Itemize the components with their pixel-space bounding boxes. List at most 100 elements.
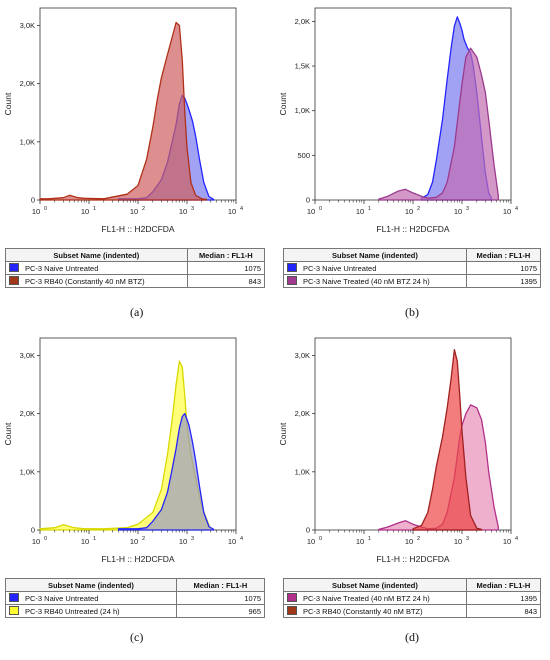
x-tick-exponent: 2 — [417, 206, 420, 212]
subset-name: PC-3 RB40 (Constantly 40 nM BTZ) — [303, 607, 423, 616]
subset-name: PC-3 Naive Treated (40 nM BTZ 24 h) — [303, 277, 430, 286]
legend-swatch — [9, 593, 19, 602]
x-tick-exponent: 0 — [319, 206, 322, 212]
x-tick-exponent: 1 — [93, 536, 96, 542]
table-row: PC-3 Naive Untreated 1075 — [5, 261, 266, 275]
subset-name: PC-3 Naive Treated (40 nM BTZ 24 h) — [303, 594, 430, 603]
x-axis-label: FL1-H :: H2DCFDA — [101, 224, 175, 234]
table-header-subset: Subset Name (indented) — [5, 578, 177, 592]
legend-swatch — [9, 276, 19, 285]
legend-swatch — [9, 263, 19, 272]
y-tick-label: 3,0K — [295, 351, 310, 360]
subset-name: PC-3 RB40 (Constantly 40 nM BTZ) — [25, 277, 145, 286]
table-header-subset: Subset Name (indented) — [283, 578, 467, 592]
median-value: 1395 — [465, 274, 542, 288]
y-tick-label: 500 — [297, 151, 310, 160]
x-tick-label: 10 — [356, 207, 364, 216]
y-tick-label: 0 — [31, 526, 35, 535]
histogram-series-2 — [39, 21, 208, 201]
x-tick-label: 10 — [32, 537, 40, 546]
x-tick-exponent: 2 — [142, 536, 145, 542]
y-axis-label: Count — [3, 422, 13, 445]
x-tick-label: 10 — [307, 537, 315, 546]
median-value: 965 — [175, 604, 266, 618]
y-tick-label: 0 — [306, 526, 310, 535]
table-header-median: Median : FL1-H — [186, 248, 266, 262]
x-tick-exponent: 2 — [142, 206, 145, 212]
table-header-subset: Subset Name (indented) — [283, 248, 467, 262]
x-tick-label: 10 — [503, 207, 511, 216]
x-axis-label: FL1-H :: H2DCFDA — [101, 554, 175, 564]
y-tick-label: 0 — [306, 196, 310, 205]
y-tick-label: 1,0K — [20, 137, 35, 146]
table-header-median: Median : FL1-H — [465, 578, 542, 592]
subset-name: PC-3 Naive Untreated — [25, 594, 99, 603]
subset-name: PC-3 Naive Untreated — [25, 264, 99, 273]
stats-table-b: Subset Name (indented) Median : FL1-H PC… — [283, 248, 542, 288]
x-tick-exponent: 2 — [417, 536, 420, 542]
subset-name: PC-3 Naive Untreated — [303, 264, 377, 273]
legend-swatch — [287, 606, 297, 615]
table-row: PC-3 RB40 (Constantly 40 nM BTZ) 843 — [5, 274, 266, 288]
x-tick-exponent: 3 — [466, 536, 469, 542]
y-tick-label: 2,0K — [20, 409, 35, 418]
panel-label-b: (b) — [405, 305, 419, 319]
panel-a: 0 1,0K 2,0K 3,0K 10 0 10 1 10 2 10 3 10 4 FL1-H :: H2D… — [0, 0, 275, 330]
x-tick-label: 10 — [32, 207, 40, 216]
median-value: 1075 — [175, 591, 266, 605]
y-axis-label: Count — [3, 92, 13, 115]
y-tick-label: 2,0K — [295, 409, 310, 418]
y-tick-label: 2,0K — [20, 79, 35, 88]
x-tick-label: 10 — [405, 207, 413, 216]
stats-table-c: Subset Name (indented) Median : FL1-H PC… — [5, 578, 266, 618]
legend-swatch — [287, 263, 297, 272]
x-tick-label: 10 — [307, 207, 315, 216]
x-tick-label: 10 — [81, 207, 89, 216]
x-tick-label: 10 — [130, 537, 138, 546]
histogram-series-2 — [412, 348, 483, 531]
plot-frame — [39, 337, 237, 531]
panel-label-d: (d) — [405, 630, 419, 644]
x-axis-label: FL1-H :: H2DCFDA — [376, 224, 450, 234]
y-axis-label: Count — [278, 92, 288, 115]
x-tick-exponent: 4 — [515, 206, 518, 212]
y-tick-label: 3,0K — [20, 21, 35, 30]
table-row: PC-3 Naive Untreated 1075 — [5, 591, 266, 605]
x-tick-exponent: 3 — [191, 536, 194, 542]
table-row: PC-3 RB40 Untreated (24 h) 965 — [5, 604, 266, 618]
panel-c: 0 1,0K 2,0K 3,0K 10 0 10 1 10 2 10 3 10 4 FL1-H :: H2D… — [0, 330, 275, 660]
x-tick-label: 10 — [179, 207, 187, 216]
table-row: PC-3 Naive Treated (40 nM BTZ 24 h) 1395 — [283, 274, 542, 288]
plot-frame — [39, 7, 237, 201]
x-tick-label: 10 — [503, 537, 511, 546]
y-tick-label: 1,0K — [295, 106, 310, 115]
x-tick-label: 10 — [454, 207, 462, 216]
histogram-series-2 — [378, 47, 499, 201]
legend-swatch — [287, 593, 297, 602]
x-tick-exponent: 1 — [368, 536, 371, 542]
median-value: 843 — [465, 604, 542, 618]
x-tick-exponent: 0 — [44, 536, 47, 542]
table-row: PC-3 Naive Untreated 1075 — [283, 261, 542, 275]
x-tick-exponent: 0 — [44, 206, 47, 212]
table-header-median: Median : FL1-H — [175, 578, 266, 592]
table-row: PC-3 Naive Treated (40 nM BTZ 24 h) 1395 — [283, 591, 542, 605]
table-header-median: Median : FL1-H — [465, 248, 542, 262]
subset-name: PC-3 RB40 Untreated (24 h) — [25, 607, 120, 616]
y-axis-label: Count — [278, 422, 288, 445]
median-value: 1075 — [465, 261, 542, 275]
median-value: 843 — [186, 274, 266, 288]
median-value: 1395 — [465, 591, 542, 605]
table-row: PC-3 RB40 (Constantly 40 nM BTZ) 843 — [283, 604, 542, 618]
x-tick-label: 10 — [405, 537, 413, 546]
stats-table-a: Subset Name (indented) Median : FL1-H PC… — [5, 248, 266, 288]
x-tick-label: 10 — [81, 537, 89, 546]
x-tick-exponent: 1 — [93, 206, 96, 212]
y-tick-label: 1,0K — [295, 467, 310, 476]
stats-table-d: Subset Name (indented) Median : FL1-H PC… — [283, 578, 542, 618]
table-header-subset: Subset Name (indented) — [5, 248, 188, 262]
